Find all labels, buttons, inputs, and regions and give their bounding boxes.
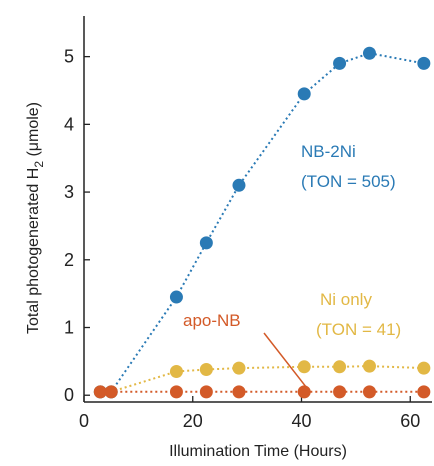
x-tick-label: 60: [400, 411, 420, 431]
data-point-nionly: [199, 362, 213, 376]
series-aponb: [93, 385, 431, 399]
annotations: NB-2Ni (TON = 505) Ni only (TON = 41) ap…: [183, 142, 401, 393]
y-tick-label: 3: [64, 182, 74, 202]
data-point-aponb: [169, 385, 183, 399]
nb2ni-label-line1: NB-2Ni: [301, 142, 356, 161]
x-tick-label: 20: [183, 411, 203, 431]
data-point-nionly: [333, 360, 347, 374]
y-axis-title-main: Total photogenerated H: [25, 168, 42, 334]
axis-ticks: 0 1 2 3 4 5 0 20 40 60: [64, 47, 420, 431]
apo-nb-pointer-line: [263, 332, 311, 393]
data-point-nionly: [232, 361, 246, 375]
y-tick-label: 1: [64, 318, 74, 338]
series-line-nionly: [100, 365, 424, 393]
y-axis-title-unit: (μmole): [25, 102, 42, 161]
data-point-nionly: [169, 365, 183, 379]
data-point-nb2ni: [232, 178, 246, 192]
data-point-nb2ni: [199, 236, 213, 250]
y-axis-title-subscript: 2: [32, 161, 46, 168]
ni-only-label-line1: Ni only: [320, 290, 372, 309]
data-point-nionly: [362, 359, 376, 373]
y-tick-label: 0: [64, 385, 74, 405]
apo-nb-label: apo-NB: [183, 311, 241, 330]
x-axis-title: Illumination Time (Hours): [169, 443, 347, 460]
plot-frame: [83, 16, 432, 403]
data-point-aponb: [93, 385, 107, 399]
data-point-nb2ni: [297, 87, 311, 101]
data-point-aponb: [199, 385, 213, 399]
x-tick-label: 40: [291, 411, 311, 431]
y-tick-label: 4: [64, 114, 74, 134]
data-point-aponb: [362, 385, 376, 399]
data-point-aponb: [104, 385, 118, 399]
data-point-nb2ni: [417, 56, 431, 70]
data-point-aponb: [232, 385, 246, 399]
data-point-nionly: [417, 361, 431, 375]
data-point-nionly: [297, 360, 311, 374]
ni-only-label-line2: (TON = 41): [316, 320, 401, 339]
data-point-aponb: [417, 385, 431, 399]
y-axis-title: Total photogenerated H2 (μmole): [25, 102, 46, 334]
data-point-nb2ni: [333, 56, 347, 70]
data-point-aponb: [297, 385, 311, 399]
data-point-nb2ni: [169, 290, 183, 304]
series-nb2ni: [93, 46, 431, 399]
data-point-aponb: [333, 385, 347, 399]
series-line-nb2ni: [100, 52, 424, 393]
y-tick-label: 2: [64, 250, 74, 270]
series-layer: [93, 46, 431, 399]
x-tick-label: 0: [79, 411, 89, 431]
nb2ni-label-line2: (TON = 505): [301, 172, 396, 191]
data-point-nb2ni: [362, 46, 376, 60]
y-tick-label: 5: [64, 47, 74, 67]
